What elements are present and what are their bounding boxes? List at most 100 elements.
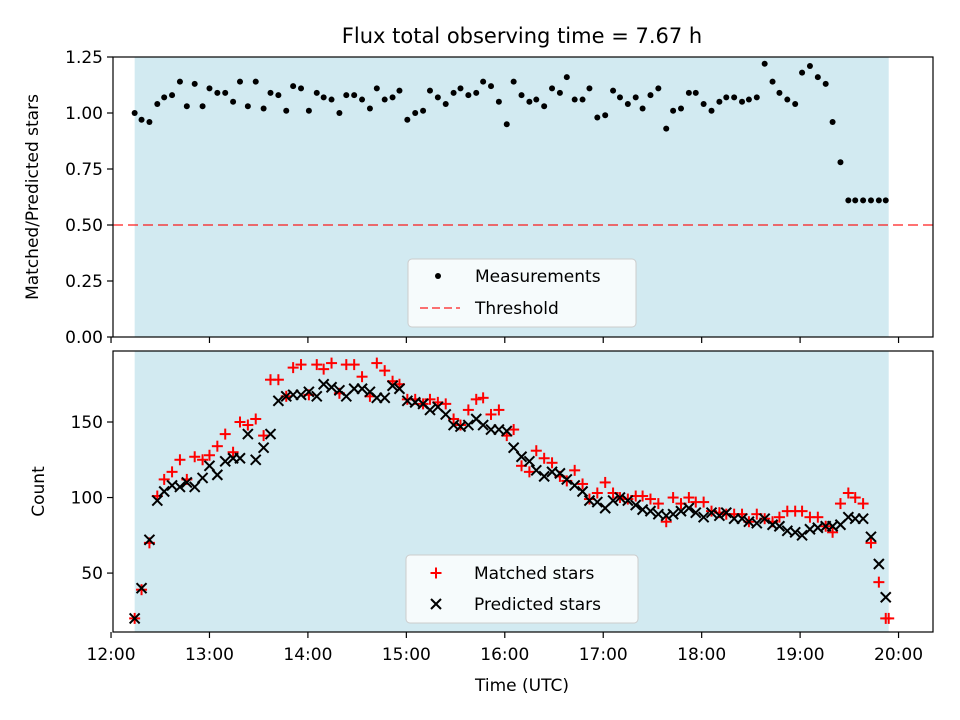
measurement-point bbox=[806, 62, 813, 69]
predicted-star-point bbox=[242, 428, 254, 440]
predicted-star-point bbox=[507, 441, 520, 454]
predicted-star-point bbox=[250, 454, 262, 466]
cross-b bbox=[591, 496, 604, 508]
matched-star-point bbox=[311, 359, 323, 371]
measurement-point bbox=[252, 78, 259, 85]
measurement-point bbox=[852, 197, 859, 204]
measurement-point bbox=[647, 92, 654, 99]
measurement-point bbox=[161, 94, 168, 101]
bottom-x-axis: 12:00 13:00 14:00 15:00 16:00 17:00 18:00 19:00… bbox=[87, 632, 923, 665]
predicted-star-point bbox=[325, 381, 338, 393]
measurement-point bbox=[792, 101, 799, 108]
measurement-point bbox=[708, 107, 715, 114]
measurement-point bbox=[716, 98, 723, 105]
measurement-point bbox=[420, 107, 427, 114]
cross-b bbox=[432, 401, 444, 413]
matched-star-point bbox=[660, 516, 672, 528]
cross-b bbox=[614, 491, 626, 504]
predicted-star-point bbox=[211, 469, 224, 481]
matched-star-point bbox=[812, 511, 824, 523]
matched-star-point bbox=[470, 393, 482, 405]
measurement-point bbox=[457, 85, 464, 92]
matched-star-point bbox=[242, 419, 254, 431]
top-y-tick-label: 1.00 bbox=[65, 104, 103, 124]
bottom-legend: Matched stars Predicted stars bbox=[405, 554, 639, 624]
predicted-star-point bbox=[462, 419, 475, 431]
matched-star-point bbox=[219, 428, 231, 440]
cross-b bbox=[538, 470, 550, 483]
cross-b bbox=[219, 455, 231, 467]
bottom-x-tick-label: 18:00 bbox=[677, 645, 726, 665]
predicted-star-point bbox=[758, 512, 771, 525]
predicted-star-point bbox=[865, 531, 877, 543]
measurement-point bbox=[639, 105, 646, 112]
legend-measurements-label: Measurements bbox=[475, 267, 601, 287]
measurement-point bbox=[305, 107, 312, 114]
matched-star-point bbox=[773, 511, 785, 523]
measurement-point bbox=[131, 110, 138, 116]
predicted-star-point bbox=[857, 512, 869, 525]
matched-star-point bbox=[477, 392, 489, 404]
top-x-ticks bbox=[110, 337, 900, 343]
matched-star-point bbox=[622, 493, 634, 505]
measurement-point bbox=[579, 96, 586, 103]
measurement-point bbox=[814, 74, 821, 81]
cross-b bbox=[873, 558, 885, 570]
measurement-point bbox=[434, 94, 441, 101]
measurement-point bbox=[412, 110, 419, 116]
predicted-star-point bbox=[477, 419, 489, 431]
cross-b bbox=[796, 529, 808, 542]
matched-star-point bbox=[796, 505, 808, 517]
measurement-point bbox=[822, 80, 829, 87]
cross-b bbox=[393, 383, 406, 395]
matched-star-point bbox=[523, 466, 535, 478]
cross-b bbox=[568, 479, 581, 492]
predicted-star-point bbox=[751, 517, 763, 529]
matched-star-point bbox=[197, 454, 209, 466]
measurement-point bbox=[526, 98, 533, 105]
cross-b bbox=[501, 425, 513, 437]
matched-star-point bbox=[842, 487, 854, 499]
top-y-tick-label: 0.75 bbox=[65, 160, 103, 180]
cross-b bbox=[264, 428, 277, 440]
legend-predicted-label: Predicted stars bbox=[474, 595, 601, 615]
matched-star-point bbox=[287, 362, 299, 374]
top-y-tick-label: 0.50 bbox=[65, 216, 103, 236]
matched-star-point bbox=[348, 359, 360, 371]
matched-star-point bbox=[158, 473, 170, 485]
cross-b bbox=[325, 381, 338, 393]
top-y-axis-label: Matched/Predicted stars bbox=[23, 94, 43, 300]
cross-b bbox=[477, 419, 489, 431]
measurement-point bbox=[244, 103, 251, 110]
chart-title: Flux total observing time = 7.67 h bbox=[342, 24, 702, 48]
measurement-point bbox=[692, 89, 699, 96]
cross-b bbox=[462, 419, 475, 431]
predicted-star-point bbox=[295, 389, 307, 401]
matched-star-point bbox=[849, 492, 861, 504]
measurement-point bbox=[343, 92, 350, 99]
matched-star-point bbox=[326, 357, 338, 369]
predicted-star-point bbox=[440, 408, 452, 421]
top-legend: Measurements Threshold bbox=[407, 258, 637, 328]
cross-b bbox=[158, 485, 170, 498]
cross-b bbox=[181, 476, 193, 489]
cross-b bbox=[561, 473, 573, 486]
cross-b bbox=[675, 505, 687, 517]
cross-b bbox=[128, 612, 141, 625]
measurement-point bbox=[776, 89, 783, 96]
cross-b bbox=[812, 522, 824, 534]
bottom-legend-box bbox=[405, 554, 639, 624]
cross-b bbox=[713, 509, 726, 522]
cross-b bbox=[826, 520, 839, 532]
measurement-point bbox=[761, 60, 768, 67]
measurement-point bbox=[845, 197, 852, 204]
cross-b bbox=[454, 420, 467, 433]
cross-b bbox=[804, 523, 816, 535]
predicted-star-point bbox=[773, 520, 786, 532]
measurement-point bbox=[685, 89, 692, 96]
measurement-point bbox=[336, 110, 343, 116]
predicted-star-point bbox=[203, 460, 216, 472]
measurement-point bbox=[549, 85, 556, 92]
matched-star-point bbox=[166, 466, 178, 478]
top-y-tick-label: 0.00 bbox=[65, 328, 103, 348]
